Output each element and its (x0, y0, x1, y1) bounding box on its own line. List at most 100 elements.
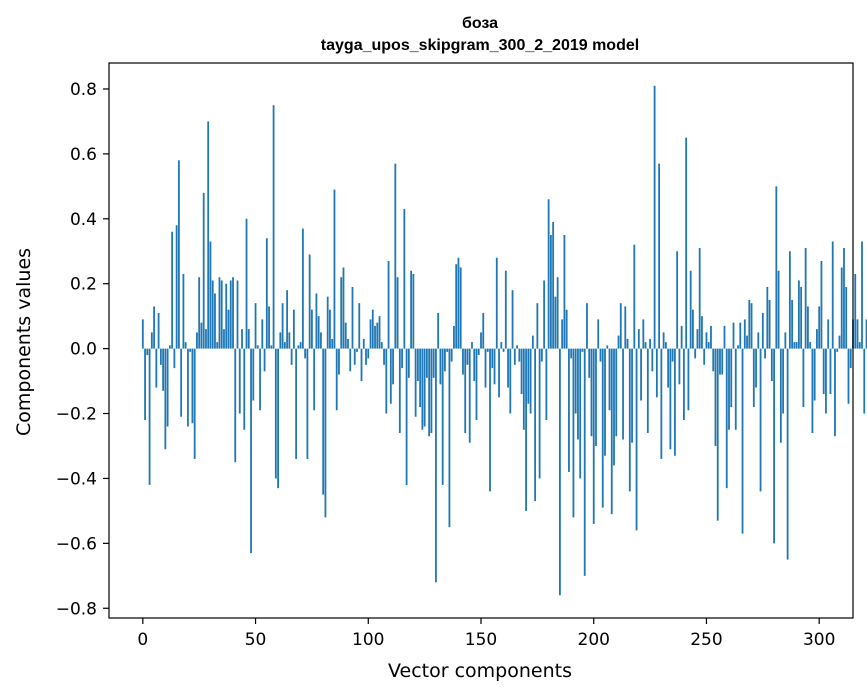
bar (489, 348, 491, 492)
bar (719, 348, 721, 375)
x-tick-label: 0 (137, 630, 148, 650)
bar (486, 348, 489, 352)
bar (211, 280, 214, 349)
bar (495, 257, 498, 349)
bar (685, 137, 688, 349)
bar (182, 273, 185, 349)
bar (277, 348, 279, 489)
bar (315, 293, 318, 349)
bar (383, 348, 385, 365)
bar (504, 270, 507, 349)
bar (313, 348, 316, 411)
bar (689, 270, 692, 349)
bar (290, 348, 293, 365)
bar (243, 348, 246, 430)
bar (813, 348, 816, 401)
bar (673, 348, 676, 456)
bar (144, 348, 146, 421)
bar (651, 348, 654, 372)
bar (676, 251, 679, 349)
bar (615, 348, 618, 437)
bar (225, 283, 228, 349)
bar (631, 348, 633, 443)
bar (349, 348, 352, 372)
bar (229, 280, 232, 349)
bar (759, 348, 762, 492)
bar (863, 348, 866, 414)
x-tick-label: 50 (245, 630, 267, 650)
bar (705, 332, 708, 349)
bar (843, 248, 845, 349)
bar (482, 312, 485, 349)
bar (502, 348, 505, 352)
bar (807, 306, 809, 349)
bar (635, 348, 638, 531)
bar (256, 345, 259, 349)
bar (522, 348, 525, 430)
bar (272, 105, 275, 349)
bar (428, 348, 431, 437)
bar (263, 348, 266, 372)
bar (836, 348, 839, 352)
bar (159, 348, 162, 365)
bar (360, 348, 363, 382)
bar (468, 348, 471, 443)
bar (432, 348, 435, 378)
bar (175, 225, 178, 349)
bar (202, 192, 205, 349)
bar (448, 348, 451, 528)
bar (854, 273, 857, 349)
bar (572, 348, 575, 518)
bar (171, 231, 174, 349)
bar (238, 348, 241, 414)
bar (829, 348, 832, 395)
bar (250, 348, 252, 554)
bar (207, 121, 210, 349)
bar (387, 260, 390, 349)
bar (464, 348, 467, 433)
bar (455, 264, 458, 349)
bar (658, 163, 661, 349)
bar (389, 348, 392, 404)
bar (755, 348, 757, 388)
bar (412, 273, 415, 349)
bar (540, 348, 543, 362)
bar (439, 348, 442, 385)
bar (362, 338, 365, 349)
bar (586, 303, 588, 349)
bar (529, 348, 532, 414)
bar (227, 309, 230, 349)
bar (153, 306, 155, 349)
bar (583, 348, 586, 576)
bar (304, 348, 307, 359)
bar (653, 85, 656, 349)
bar (437, 312, 440, 349)
bar (394, 163, 397, 349)
bar (371, 309, 374, 349)
bar (707, 342, 710, 349)
bar (561, 319, 564, 349)
y-tick-label: −0.4 (56, 469, 97, 489)
bar (299, 342, 302, 349)
bar (739, 322, 742, 349)
bar (559, 348, 561, 596)
bar (414, 348, 417, 417)
bar (374, 325, 376, 349)
bar (827, 319, 830, 349)
bar (660, 348, 663, 459)
bar (491, 348, 494, 369)
y-tick-label: 0.6 (70, 145, 97, 165)
x-tick-label: 300 (803, 630, 835, 650)
bar (241, 329, 243, 349)
bar (748, 299, 751, 349)
bar (757, 332, 760, 349)
bar (764, 348, 766, 359)
bar (209, 241, 212, 349)
bar (779, 348, 782, 443)
bar (407, 348, 410, 378)
bar (809, 342, 812, 349)
bar (698, 248, 701, 349)
bar (737, 345, 739, 349)
bar (734, 348, 737, 430)
bar (696, 329, 699, 349)
